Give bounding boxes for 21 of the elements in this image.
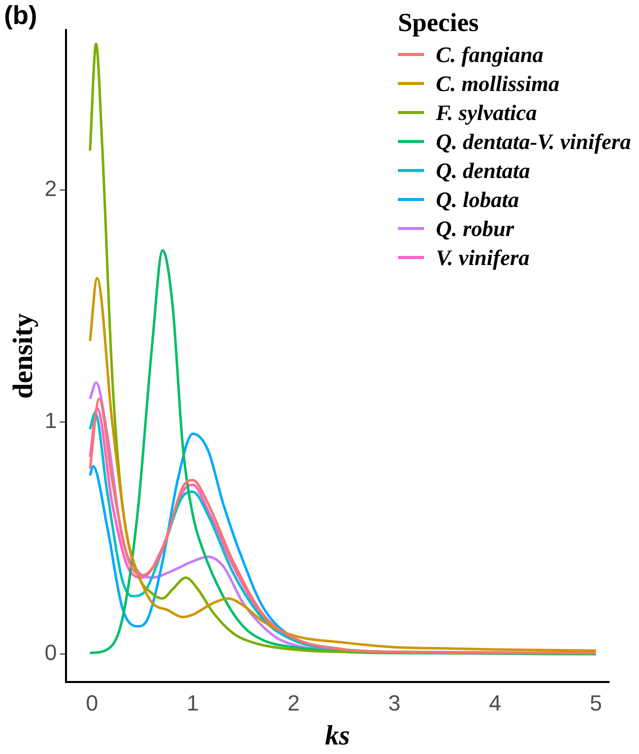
x-tick-label: 3 <box>388 690 400 716</box>
legend-label: Q. dentata <box>436 158 530 184</box>
x-tick-label: 0 <box>86 690 98 716</box>
x-axis-title: ks <box>324 720 350 752</box>
legend-title: Species <box>398 8 480 38</box>
y-tick-label: 2 <box>44 176 57 202</box>
x-tick-label: 5 <box>590 690 602 716</box>
legend-label: C. mollissima <box>436 70 560 96</box>
legend-label: V. vinifera <box>436 244 530 270</box>
x-tick-label: 2 <box>287 690 300 716</box>
x-tick-label: 1 <box>186 690 199 716</box>
y-axis-title: density <box>8 313 40 399</box>
legend-label: Q. dentata-V. vinifera <box>436 128 631 154</box>
y-tick-label: 1 <box>44 408 57 434</box>
legend-label: F. sylvatica <box>436 100 537 126</box>
y-tick-label: 0 <box>44 640 57 666</box>
legend-label: C. fangiana <box>436 42 544 68</box>
legend-label: Q. lobata <box>436 186 519 212</box>
legend-label: Q. robur <box>436 216 514 242</box>
x-tick-label: 4 <box>489 690 502 716</box>
text: (b) <box>4 0 38 31</box>
